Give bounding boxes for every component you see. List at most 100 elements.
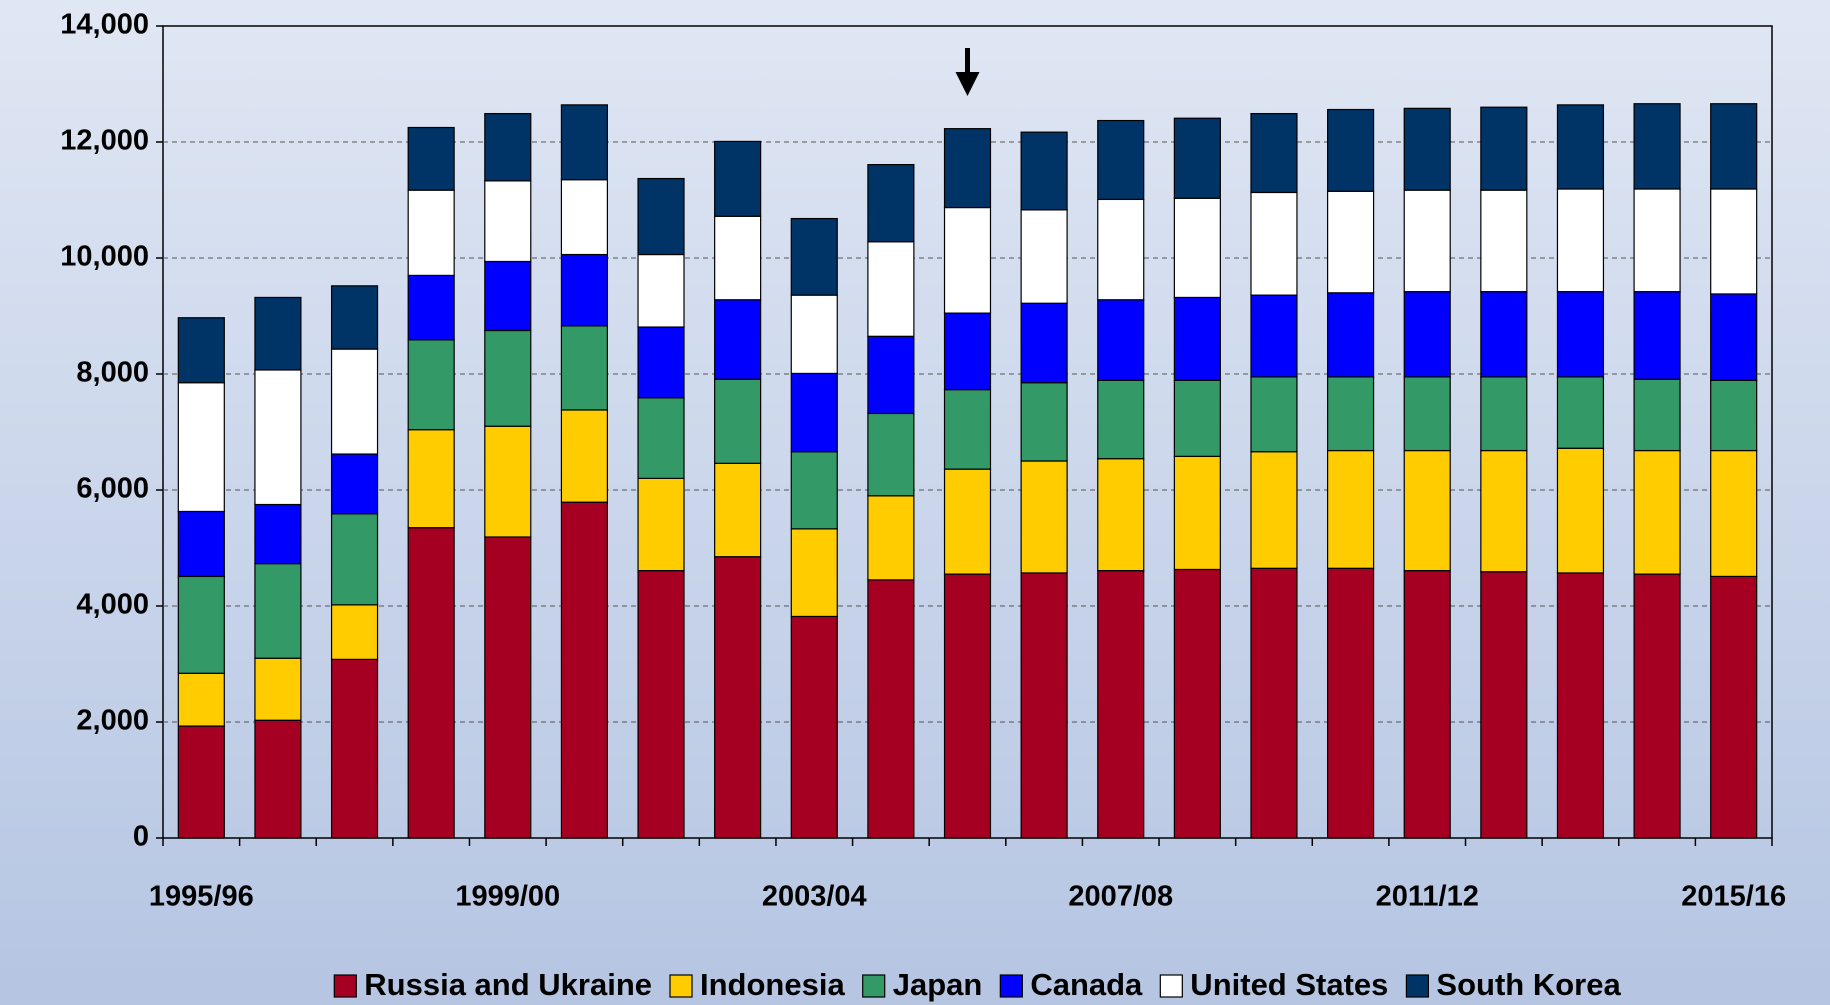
bar-segment — [1403, 291, 1451, 378]
bar-segment — [943, 128, 992, 209]
legend-label: Russia and Ukraine — [364, 967, 652, 1002]
legend-label: Indonesia — [700, 967, 845, 1002]
bar-segment — [1173, 117, 1221, 199]
bar-segment — [330, 285, 379, 350]
bar-segment — [254, 563, 302, 659]
bar-segment — [1403, 107, 1451, 191]
bar-segment — [407, 274, 455, 341]
bar-segment — [1327, 567, 1375, 839]
bar-segment — [1250, 376, 1298, 453]
bar-segment — [484, 329, 532, 427]
bar-segment — [1633, 188, 1681, 293]
bar-segment — [1250, 294, 1298, 378]
bar-segment — [1173, 197, 1221, 299]
bar-segment — [484, 260, 532, 332]
bar-segment — [943, 468, 992, 575]
bar-segment — [1480, 449, 1528, 573]
bar-segment — [1097, 299, 1145, 381]
bar-segment — [790, 451, 838, 530]
bar-segment — [637, 397, 685, 480]
bar-segment — [330, 453, 379, 515]
legend-swatch — [669, 974, 693, 998]
bar-segment — [560, 104, 608, 181]
bar-segment — [407, 339, 455, 431]
bar-segment — [1480, 189, 1528, 293]
bar-segment — [637, 177, 685, 256]
bar-segment — [254, 657, 302, 721]
bar-segment — [790, 217, 838, 296]
x-tick-label: 2015/16 — [1681, 881, 1786, 913]
bar-segment — [254, 369, 302, 506]
bar-segment — [1097, 570, 1145, 839]
bar-segment — [407, 189, 455, 277]
bar-segment — [330, 658, 379, 839]
bar-segment — [1097, 119, 1145, 201]
bar-segment — [1020, 572, 1068, 839]
bar-segment — [1480, 106, 1528, 191]
bar-segment — [1710, 293, 1758, 381]
bar-segment — [714, 215, 762, 301]
legend-label: South Korea — [1436, 967, 1621, 1002]
bar-segment — [1710, 575, 1758, 839]
bar-segment — [1556, 447, 1605, 574]
bar-segment — [1173, 568, 1221, 839]
bar-segment — [177, 317, 225, 384]
legend-label: Japan — [893, 967, 983, 1002]
y-tick-label: 8,000 — [76, 357, 149, 389]
bar-segment — [637, 326, 685, 399]
bar-segment — [943, 206, 992, 314]
bar-segment — [177, 382, 225, 513]
bar-segment — [1633, 378, 1681, 452]
bar-segment — [330, 348, 379, 455]
bar-segment — [254, 296, 302, 371]
bar-segment — [254, 719, 302, 839]
bar-segment — [790, 372, 838, 453]
x-tick-label: 1995/96 — [149, 881, 254, 913]
bar-segment — [1710, 188, 1758, 295]
bar-segment — [714, 299, 762, 380]
bar-segment — [484, 425, 532, 538]
bar-segment — [1633, 291, 1681, 380]
bar-segment — [1327, 292, 1375, 378]
bar-segment — [1403, 189, 1451, 293]
bar-segment — [1097, 379, 1145, 460]
x-tick-label: 2011/12 — [1376, 881, 1479, 913]
y-tick-label: 0 — [133, 821, 149, 853]
bar-segment — [484, 536, 532, 839]
bar-segment — [177, 575, 225, 674]
bar-segment — [1633, 573, 1681, 839]
bar-segment — [1173, 379, 1221, 457]
bar-segment — [254, 503, 302, 565]
bar-segment — [714, 378, 762, 464]
bar-segment — [407, 126, 455, 191]
bar-segment — [407, 527, 455, 839]
bar-segment — [484, 180, 532, 263]
bar-segment — [1097, 458, 1145, 572]
bar-segment — [1556, 291, 1605, 378]
y-tick-label: 6,000 — [76, 473, 149, 505]
bar-segment — [1556, 188, 1605, 293]
bar-segment — [790, 294, 838, 375]
bar-segment — [1327, 108, 1375, 192]
bar-segment — [637, 477, 685, 572]
bar-segment — [560, 253, 608, 327]
bar-segment — [714, 140, 762, 217]
y-tick-label: 2,000 — [76, 705, 149, 737]
bar-segment — [714, 462, 762, 558]
bar-segment — [1633, 449, 1681, 575]
bar-segment — [330, 513, 379, 606]
bar-segment — [943, 389, 992, 470]
bar-segment — [867, 495, 915, 581]
bar-segment — [867, 164, 915, 243]
bar-segment — [1480, 376, 1528, 452]
bar-segment — [1633, 103, 1681, 190]
bar-segment — [943, 312, 992, 391]
bar-segment — [1710, 379, 1758, 452]
bar-segment — [637, 570, 685, 839]
bar-segment — [1480, 291, 1528, 378]
y-tick-label: 10,000 — [60, 241, 149, 273]
bar-segment — [867, 335, 915, 415]
bar-segment — [1403, 376, 1451, 452]
bar-segment — [1173, 296, 1221, 381]
